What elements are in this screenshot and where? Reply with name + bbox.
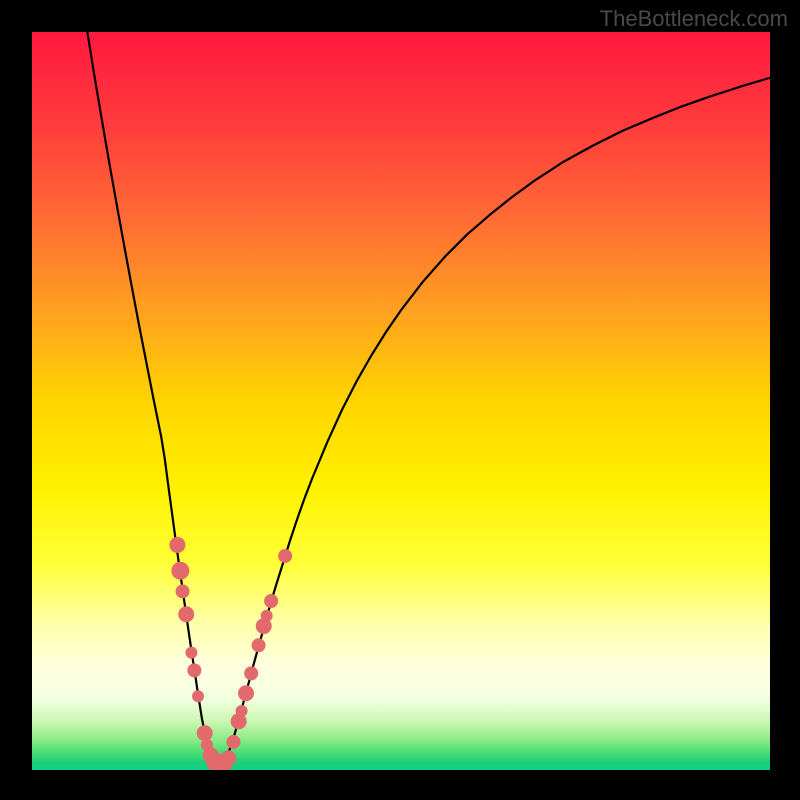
scatter-dot [252, 638, 266, 652]
scatter-dot [238, 685, 254, 701]
scatter-dot [226, 735, 240, 749]
scatter-dot [187, 663, 201, 677]
scatter-dot [176, 584, 190, 598]
scatter-dot [236, 705, 248, 717]
scatter-dot [169, 537, 185, 553]
scatter-dot [244, 666, 258, 680]
watermark-text: TheBottleneck.com [600, 6, 788, 32]
gradient-background [32, 32, 770, 770]
scatter-dot [220, 750, 236, 766]
scatter-dot [197, 725, 213, 741]
scatter-dot [264, 594, 278, 608]
scatter-dot [192, 690, 204, 702]
chart-svg [32, 32, 770, 770]
scatter-dot [185, 647, 197, 659]
scatter-dot [278, 549, 292, 563]
scatter-dot [171, 562, 189, 580]
scatter-dot [178, 606, 194, 622]
plot-area [32, 32, 770, 770]
scatter-dot [261, 610, 273, 622]
chart-frame: TheBottleneck.com [0, 0, 800, 800]
